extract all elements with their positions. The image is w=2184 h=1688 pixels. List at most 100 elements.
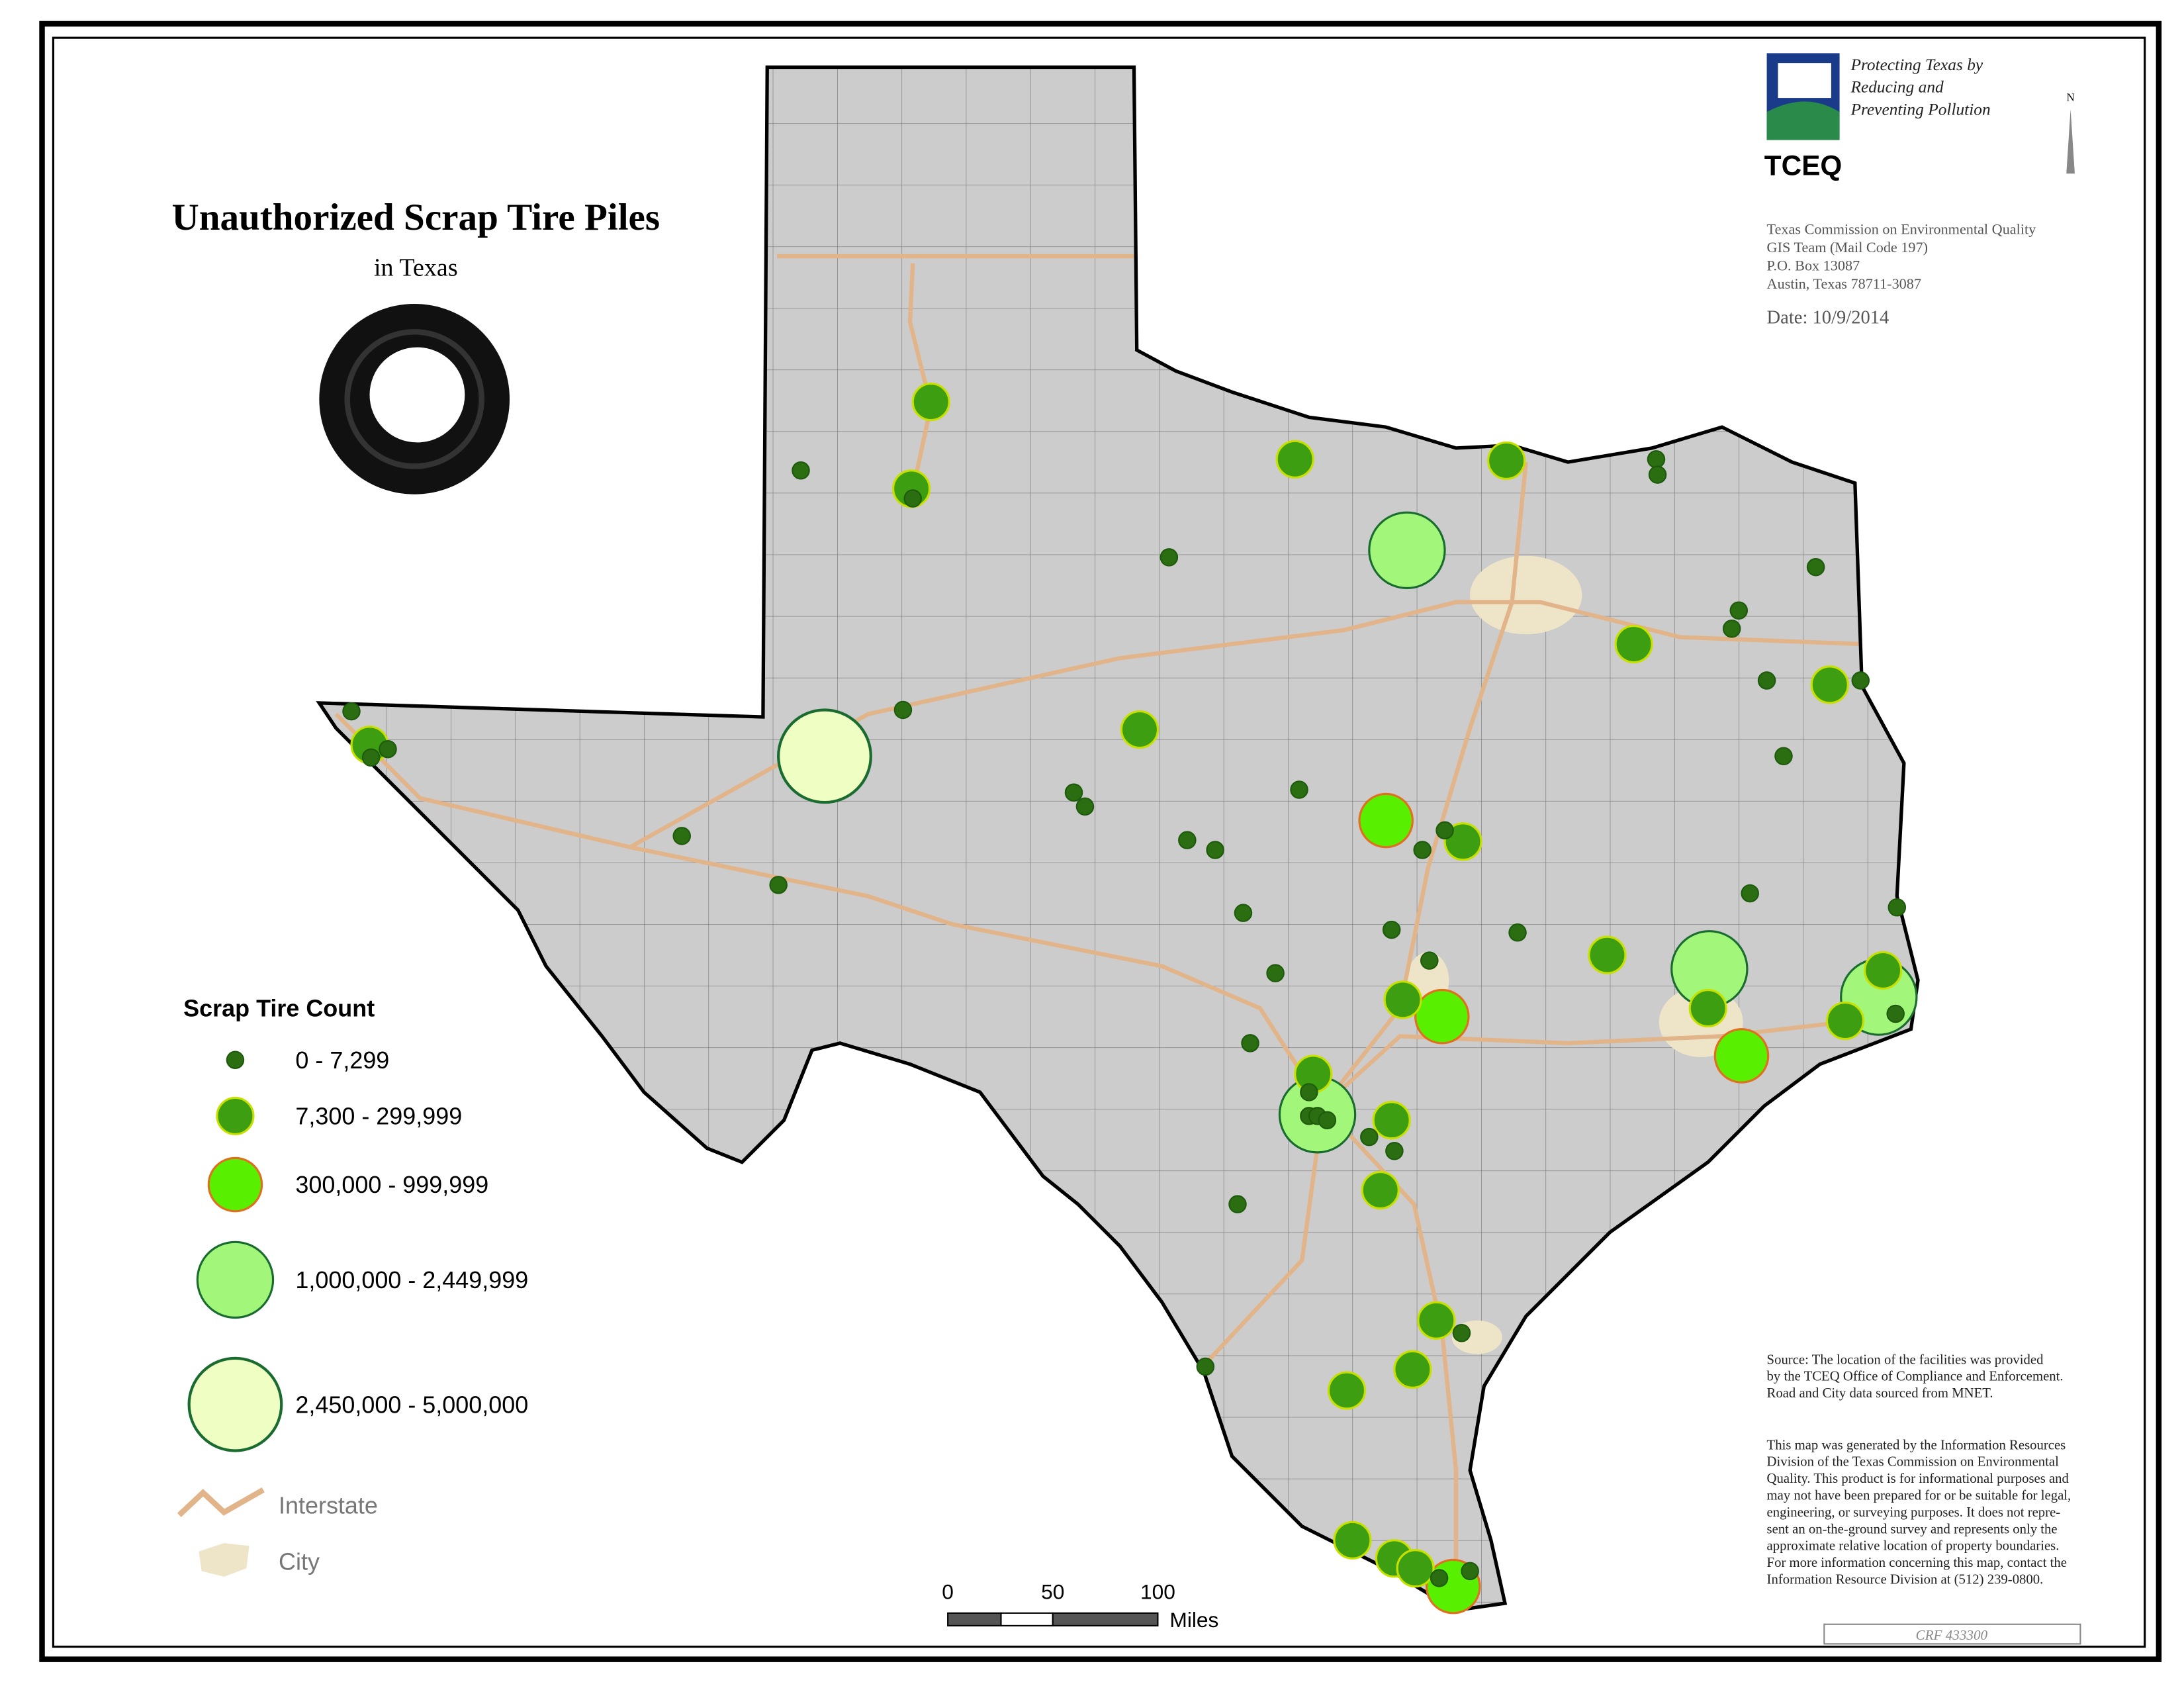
tire-pile	[1234, 904, 1253, 922]
legend-city-symbol	[199, 1543, 250, 1577]
legend-label: 7,300 - 299,999	[295, 1103, 462, 1130]
disclaimer-line: approximate relative location of propert…	[1767, 1539, 2060, 1554]
tire-pile	[1614, 624, 1653, 664]
tire-pile	[1361, 1170, 1400, 1210]
north-arrow	[2066, 109, 2075, 174]
address-line: Texas Commission on Environmental Qualit…	[1767, 220, 2037, 237]
legend-symbol	[196, 1241, 275, 1319]
tire-pile	[1075, 797, 1095, 816]
legend-symbol	[207, 1156, 263, 1213]
tire-pile	[1435, 821, 1454, 840]
source-line: Road and City data sourced from MNET.	[1767, 1386, 1993, 1401]
logo: TCEQ	[1764, 53, 1843, 181]
legend-title: Scrap Tire Count	[183, 995, 375, 1022]
texas	[280, 56, 1960, 1624]
disclaimer-line: This map was generated by the Informatio…	[1767, 1438, 2066, 1452]
tire-pile	[379, 739, 397, 759]
tire-pile	[1396, 1549, 1435, 1588]
tire-pile	[1417, 1301, 1456, 1340]
slogan-line: Preventing Pollution	[1850, 100, 1990, 118]
scale-bar	[947, 1612, 1159, 1626]
tire-pile	[1266, 964, 1285, 982]
tire-pile	[1414, 988, 1470, 1045]
subtitle: in Texas	[374, 254, 458, 282]
legend-label: 1,000,000 - 2,449,999	[295, 1266, 528, 1293]
tire-pile	[911, 383, 950, 422]
tire-image	[319, 304, 510, 494]
tire-pile	[672, 827, 691, 845]
tire-pile	[1382, 920, 1401, 939]
slogan-line: Protecting Texas by	[1850, 56, 1983, 74]
tire-pile	[1120, 710, 1160, 749]
tire-pile	[1757, 671, 1776, 690]
legend-label: 2,450,000 - 5,000,000	[295, 1391, 528, 1418]
address-line: GIS Team (Mail Code 197)	[1767, 239, 1928, 256]
tire-pile	[1886, 1004, 1905, 1023]
crf: CRF 433300	[1915, 1627, 1987, 1643]
legend-interstate: Interstate	[279, 1492, 378, 1519]
tire-pile	[1461, 1562, 1479, 1581]
title: Unauthorized Scrap Tire Piles	[171, 197, 660, 238]
tire-pile	[1851, 671, 1870, 690]
tire-pile	[1647, 450, 1666, 469]
disclaimer-line: Quality. This product is for information…	[1767, 1472, 2070, 1486]
tire-pile	[1729, 601, 1749, 620]
tire-pile	[361, 748, 381, 767]
tire-pile	[1160, 548, 1179, 567]
tire-pile	[893, 700, 913, 720]
tire-pile	[1722, 620, 1741, 638]
tire-pile	[1196, 1357, 1215, 1376]
legend-label: 300,000 - 999,999	[295, 1171, 488, 1198]
tire-pile	[1420, 951, 1439, 970]
tire-pile	[1241, 1034, 1259, 1053]
tire-pile	[1290, 780, 1308, 799]
tire-pile	[1333, 1521, 1372, 1560]
tire-pile	[342, 702, 361, 721]
tire-pile	[1064, 783, 1083, 802]
outer-frame	[39, 21, 2162, 1662]
tire-pile	[1888, 898, 1907, 917]
tire-pile	[1318, 1111, 1337, 1129]
tire-pile	[1275, 440, 1314, 479]
scale-label: 50	[1041, 1580, 1064, 1604]
legend-interstate-symbol	[177, 1487, 265, 1517]
logo-text: TCEQ	[1764, 150, 1843, 181]
tire-pile	[1688, 988, 1727, 1028]
tire-pile	[1713, 1028, 1770, 1084]
tire-pile	[1452, 1324, 1471, 1342]
north-label: N	[2066, 91, 2074, 103]
tire-pile	[1358, 792, 1414, 849]
disclaimer-line: Information Resource Division at (512) 2…	[1767, 1572, 2044, 1587]
tire-pile	[1430, 1569, 1449, 1587]
tire-pile	[1508, 923, 1527, 942]
date: Date: 10/9/2014	[1767, 308, 1889, 328]
disclaimer-line: sent an on-the-ground survey and represe…	[1767, 1522, 2058, 1536]
tire-pile	[777, 708, 872, 804]
address-line: Austin, Texas 78711-3087	[1767, 275, 1921, 292]
tire-pile	[1368, 511, 1446, 590]
tire-pile	[1588, 935, 1627, 974]
tire-pile	[1383, 980, 1422, 1019]
tire-pile	[1206, 841, 1224, 859]
tire-pile	[1864, 951, 1903, 990]
disclaimer-line: For more information concerning this map…	[1767, 1556, 2067, 1570]
legend-symbol	[216, 1096, 255, 1135]
legend-symbol	[226, 1051, 245, 1070]
source-line: Source: The location of the facilities w…	[1767, 1352, 2044, 1367]
tire-pile	[1648, 465, 1667, 484]
crf-box	[1823, 1623, 2081, 1645]
tire-pile	[903, 489, 922, 508]
tire-pile	[1327, 1371, 1367, 1410]
legend-symbol	[187, 1356, 283, 1452]
tire-pile	[769, 876, 788, 894]
legend-city: City	[279, 1548, 320, 1575]
scale-label: 100	[1140, 1580, 1175, 1604]
tire-pile	[1443, 822, 1482, 861]
tire-pile	[1810, 665, 1849, 704]
tire-pile	[1806, 557, 1825, 577]
scale-label: 0	[942, 1580, 954, 1604]
source-line: by the TCEQ Office of Compliance and Enf…	[1767, 1370, 2064, 1384]
slogan-line: Reducing and	[1850, 78, 1944, 97]
tire-pile	[1385, 1142, 1404, 1160]
